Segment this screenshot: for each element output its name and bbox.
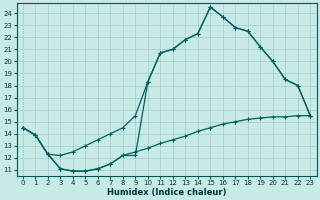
X-axis label: Humidex (Indice chaleur): Humidex (Indice chaleur)	[107, 188, 226, 197]
